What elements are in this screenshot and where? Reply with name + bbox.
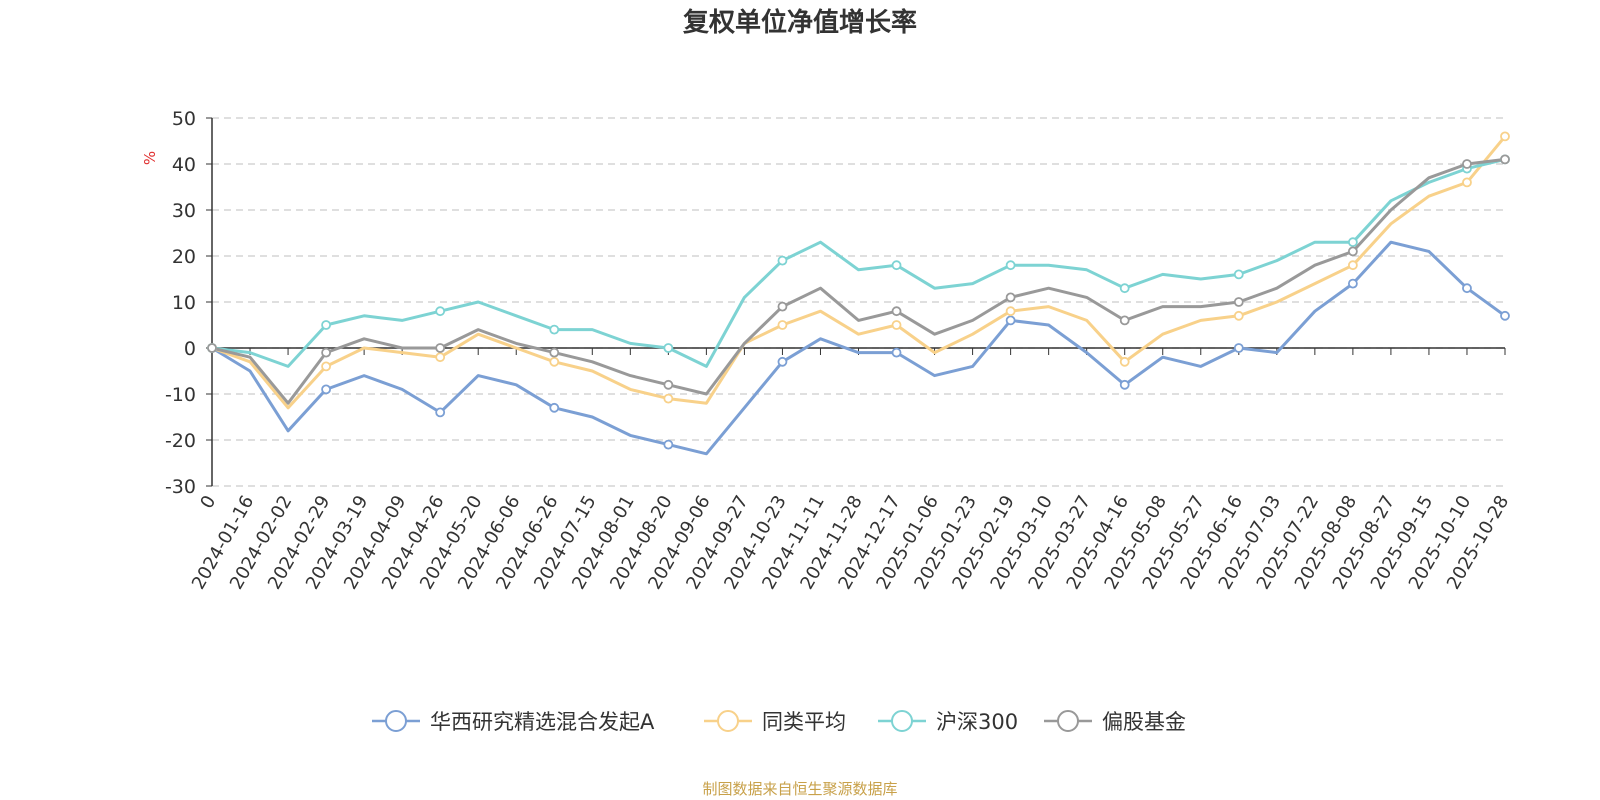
- series-line-2: [211, 157, 1506, 368]
- legend-marker-icon: [891, 710, 913, 732]
- data-point: [1347, 246, 1358, 257]
- data-point: [777, 255, 788, 266]
- data-point: [1347, 260, 1358, 271]
- data-point: [891, 320, 902, 330]
- data-point: [549, 347, 560, 358]
- y-tick-label: 30: [172, 200, 196, 222]
- data-point: [1347, 237, 1358, 248]
- data-point: [891, 260, 902, 271]
- data-point: [435, 407, 446, 418]
- legend-label: 沪深300: [936, 710, 1018, 734]
- data-point: [549, 324, 560, 335]
- series-line-0: [211, 240, 1506, 456]
- data-point: [1347, 278, 1358, 289]
- data-point: [1500, 310, 1510, 321]
- y-tick-label: 10: [172, 292, 196, 314]
- legend-marker-icon: [1057, 710, 1079, 732]
- y-tick-label: 0: [184, 338, 196, 360]
- data-point: [321, 384, 331, 395]
- data-point: [891, 347, 902, 358]
- legend-item-2[interactable]: 沪深300: [878, 710, 1018, 734]
- data-point: [1462, 283, 1472, 294]
- data-point: [207, 343, 217, 353]
- data-point: [1233, 269, 1244, 280]
- y-tick-label: 40: [172, 154, 196, 176]
- data-point: [1233, 297, 1244, 307]
- data-point: [1119, 283, 1130, 294]
- data-point: [663, 379, 674, 390]
- data-point: [663, 439, 674, 450]
- data-point: [663, 393, 674, 404]
- data-source-note: 制图数据来自恒生聚源数据库: [702, 780, 898, 798]
- data-point: [1500, 131, 1510, 142]
- data-point: [777, 301, 788, 312]
- series-line-3: [211, 157, 1506, 405]
- data-point: [549, 402, 560, 413]
- legend-item-3[interactable]: 偏股基金: [1044, 710, 1186, 734]
- data-point: [1005, 315, 1016, 326]
- data-point: [1462, 177, 1472, 188]
- legend-marker-icon: [385, 710, 407, 732]
- legend-label: 偏股基金: [1102, 710, 1186, 734]
- data-point: [1233, 310, 1244, 321]
- data-point: [549, 356, 560, 367]
- data-point: [663, 343, 674, 353]
- legend-marker-icon: [717, 710, 739, 732]
- data-point: [1119, 315, 1130, 326]
- data-point: [1500, 154, 1510, 165]
- data-point: [321, 320, 331, 330]
- x-tick-label: 0: [196, 492, 220, 512]
- data-point: [777, 320, 788, 330]
- y-tick-label: -30: [165, 476, 196, 498]
- line-chart: -30-20-1001020304050%02024-01-162024-02-…: [141, 108, 1513, 734]
- data-point: [1005, 306, 1016, 317]
- data-point: [891, 306, 902, 317]
- series-line-1: [211, 135, 1507, 410]
- legend-label: 同类平均: [762, 710, 846, 734]
- data-point: [1005, 292, 1016, 303]
- legend-item-1[interactable]: 同类平均: [704, 710, 846, 734]
- chart-title: 复权单位净值增长率: [682, 8, 917, 38]
- y-tick-label: -10: [165, 384, 196, 406]
- data-point: [1119, 379, 1130, 390]
- legend-item-0[interactable]: 华西研究精选混合发起A: [372, 710, 655, 734]
- y-tick-label: 50: [172, 108, 196, 130]
- legend-label: 华西研究精选混合发起A: [430, 710, 655, 734]
- data-point: [1005, 260, 1016, 271]
- data-point: [435, 352, 446, 363]
- data-point: [1462, 159, 1472, 169]
- y-axis-label: %: [141, 151, 159, 165]
- data-point: [435, 306, 446, 317]
- data-point: [435, 343, 446, 353]
- data-point: [777, 356, 788, 367]
- y-tick-label: 20: [172, 246, 196, 268]
- data-point: [1233, 343, 1244, 353]
- data-point: [1119, 356, 1130, 367]
- y-tick-label: -20: [165, 430, 196, 452]
- data-point: [321, 361, 331, 372]
- data-point: [321, 347, 331, 358]
